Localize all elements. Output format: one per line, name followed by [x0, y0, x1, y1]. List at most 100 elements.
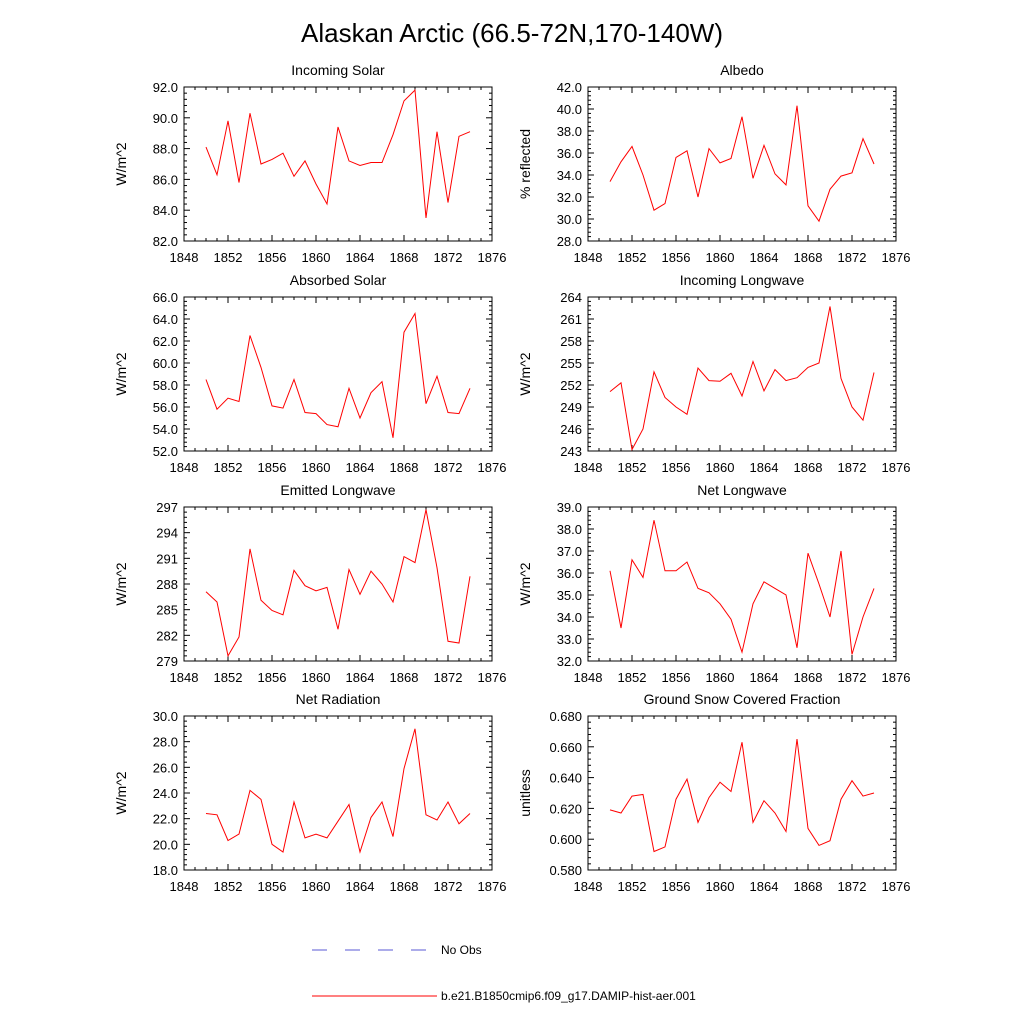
x-tick-label: 1876 [882, 879, 911, 894]
y-tick-label: 40.0 [557, 102, 582, 117]
y-tick-label: 84.0 [153, 203, 178, 218]
x-tick-label: 1876 [478, 250, 507, 265]
y-tick-label: 34.0 [557, 168, 582, 183]
x-tick-label: 1876 [882, 670, 911, 685]
y-tick-label: 261 [560, 312, 582, 327]
x-tick-label: 1856 [662, 670, 691, 685]
x-tick-label: 1872 [838, 670, 867, 685]
x-tick-label: 1852 [214, 879, 243, 894]
x-tick-label: 1856 [258, 250, 287, 265]
y-tick-label: 86.0 [153, 172, 178, 187]
y-tick-label: 30.0 [557, 212, 582, 227]
y-tick-label: 255 [560, 356, 582, 371]
figure-title: Alaskan Arctic (66.5-72N,170-140W) [301, 18, 723, 48]
y-tick-label: 0.680 [549, 709, 582, 724]
plot-frame [183, 715, 493, 871]
x-tick-label: 1852 [618, 250, 647, 265]
x-tick-label: 1848 [574, 879, 603, 894]
x-tick-label: 1860 [302, 460, 331, 475]
y-axis-label: W/m^2 [113, 352, 129, 395]
chart-panel-7: Ground Snow Covered Fraction unitless 1848… [517, 691, 910, 894]
y-tick-label: 258 [560, 334, 582, 349]
y-axis-label: unitless [517, 769, 533, 816]
chart-panel-1: Albedo % reflected 1848 1852 1856 1860 1864 186… [517, 62, 910, 265]
x-tick-label: 1872 [838, 460, 867, 475]
x-tick-label: 1876 [478, 460, 507, 475]
x-tick-label: 1872 [434, 250, 463, 265]
y-tick-label: 36.0 [557, 146, 582, 161]
x-tick-label: 1868 [390, 879, 419, 894]
x-tick-label: 1852 [214, 250, 243, 265]
y-tick-label: 38.0 [557, 522, 582, 537]
plot-frame [587, 86, 897, 242]
x-tick-label: 1864 [750, 879, 779, 894]
x-tick-label: 1864 [346, 879, 375, 894]
chart-panel-6: Net Radiation W/m^2 1848 1852 1856 1860 1864 18… [113, 691, 506, 894]
x-tick-label: 1852 [214, 460, 243, 475]
series-line-0 [609, 520, 875, 655]
x-tick-label: 1848 [170, 460, 199, 475]
y-axis-label: W/m^2 [517, 352, 533, 395]
x-tick-label: 1876 [882, 250, 911, 265]
y-tick-label: 282 [156, 628, 178, 643]
x-tick-label: 1864 [346, 250, 375, 265]
series-line-0 [609, 306, 875, 452]
y-tick-label: 38.0 [557, 124, 582, 139]
y-tick-label: 64.0 [153, 312, 178, 327]
x-tick-label: 1860 [302, 670, 331, 685]
x-tick-label: 1868 [390, 250, 419, 265]
panels: Incoming Solar W/m^2 1848 1852 1856 1860 1864 1… [113, 62, 910, 894]
x-tick-label: 1852 [618, 460, 647, 475]
x-tick-label: 1872 [434, 670, 463, 685]
x-tick-label: 1852 [618, 879, 647, 894]
y-tick-label: 243 [560, 444, 582, 459]
panel-title: Ground Snow Covered Fraction [644, 691, 841, 707]
chart-panel-3: Incoming Longwave W/m^2 1848 1852 1856 1860 18… [517, 272, 910, 475]
y-tick-label: 42.0 [557, 80, 582, 95]
y-tick-label: 54.0 [153, 422, 178, 437]
y-axis-label: W/m^2 [517, 562, 533, 605]
x-tick-label: 1860 [706, 460, 735, 475]
y-tick-label: 279 [156, 654, 178, 669]
panel-title: Net Radiation [296, 691, 381, 707]
series-line-0 [205, 88, 471, 218]
x-tick-label: 1872 [838, 250, 867, 265]
chart-panel-5: Net Longwave W/m^2 1848 1852 1856 1860 1864 186… [517, 482, 910, 685]
y-tick-label: 34.0 [557, 610, 582, 625]
y-tick-label: 30.0 [153, 709, 178, 724]
x-tick-label: 1868 [794, 460, 823, 475]
x-tick-label: 1876 [478, 670, 507, 685]
plot-frame [587, 715, 897, 871]
chart-panel-4: Emitted Longwave W/m^2 1848 1852 1856 1860 186… [113, 482, 506, 685]
y-tick-label: 252 [560, 378, 582, 393]
panel-title: Absorbed Solar [290, 272, 387, 288]
y-tick-label: 0.580 [549, 863, 582, 878]
y-tick-label: 0.660 [549, 740, 582, 755]
y-tick-label: 82.0 [153, 234, 178, 249]
x-tick-label: 1864 [750, 250, 779, 265]
y-tick-label: 22.0 [153, 812, 178, 827]
x-tick-label: 1864 [346, 460, 375, 475]
y-tick-label: 24.0 [153, 786, 178, 801]
x-tick-label: 1852 [618, 670, 647, 685]
y-tick-label: 26.0 [153, 760, 178, 775]
legend: No Obs b.e21.B1850cmip6.f09_g17.DAMIP-hi… [312, 943, 696, 1003]
y-axis-label: W/m^2 [113, 562, 129, 605]
y-tick-label: 285 [156, 603, 178, 618]
x-tick-label: 1856 [258, 670, 287, 685]
y-tick-label: 288 [156, 577, 178, 592]
y-tick-label: 37.0 [557, 544, 582, 559]
x-tick-label: 1856 [258, 879, 287, 894]
x-tick-label: 1864 [346, 670, 375, 685]
panel-title: Net Longwave [697, 482, 787, 498]
series-line-0 [205, 509, 471, 658]
y-axis-label: W/m^2 [113, 771, 129, 814]
series-line-0 [205, 728, 471, 854]
x-tick-label: 1860 [302, 250, 331, 265]
x-tick-label: 1868 [390, 670, 419, 685]
y-tick-label: 28.0 [153, 735, 178, 750]
x-tick-label: 1856 [662, 879, 691, 894]
x-tick-label: 1856 [258, 460, 287, 475]
y-tick-label: 92.0 [153, 80, 178, 95]
